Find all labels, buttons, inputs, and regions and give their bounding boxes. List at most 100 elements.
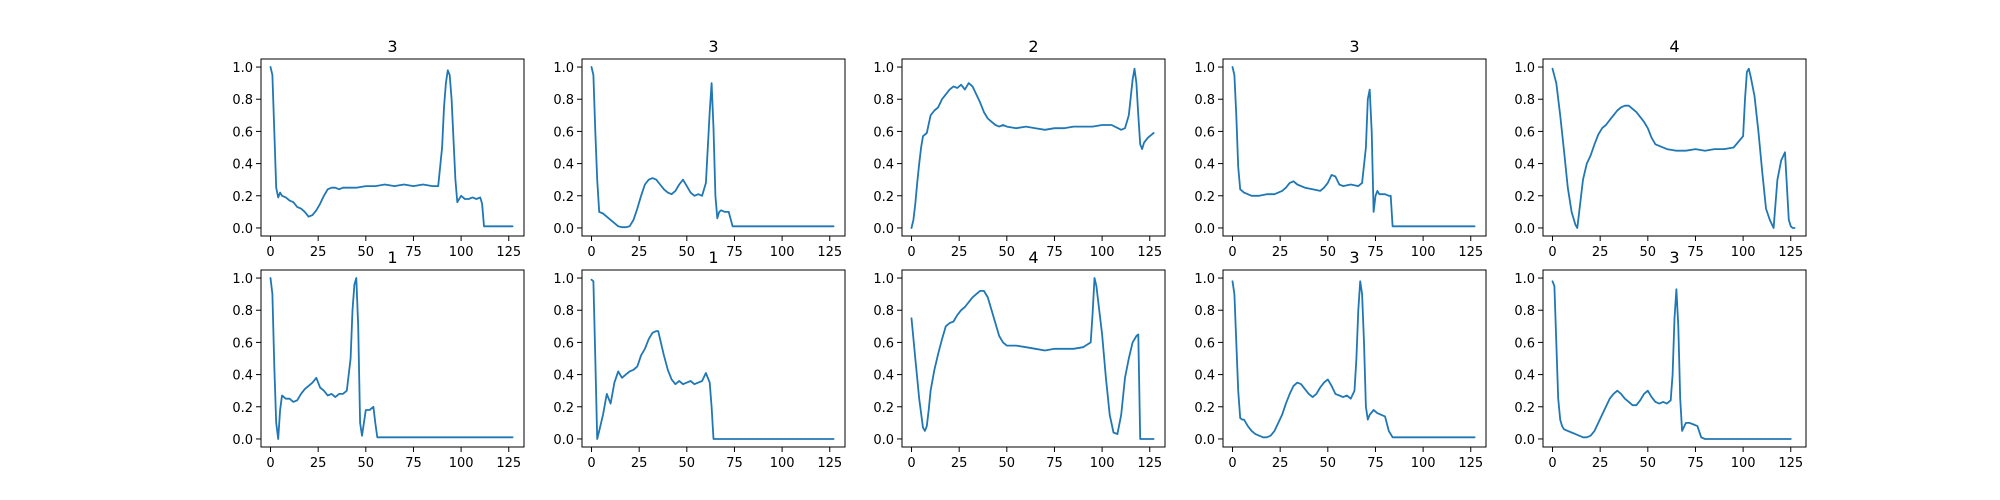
x-tick-label: 25 — [1592, 456, 1609, 471]
y-tick-label: 0.4 — [1194, 369, 1215, 384]
panel-title: 3 — [1349, 37, 1359, 56]
axes-frame — [1222, 58, 1487, 237]
x-tick-label: 25 — [631, 456, 648, 471]
y-tick-label: 0.0 — [232, 433, 253, 448]
y-tick-label: 0.4 — [1514, 369, 1535, 384]
y-tick-label: 1.0 — [873, 61, 894, 76]
series-line — [1231, 280, 1476, 439]
y-tick-label: 0.6 — [232, 125, 253, 140]
x-tick-label: 100 — [1411, 456, 1436, 471]
x-tick-label: 100 — [1090, 245, 1115, 260]
axes-frame — [901, 269, 1166, 448]
y-tick-label: 0.2 — [1194, 190, 1215, 205]
y-tick-label: 0.4 — [873, 158, 894, 173]
x-tick-label: 75 — [726, 245, 743, 260]
y-tick-label: 0.0 — [1194, 433, 1215, 448]
x-tick-label: 50 — [999, 245, 1016, 260]
x-tick-label: 25 — [1272, 245, 1289, 260]
x-tick-label: 125 — [1778, 245, 1803, 260]
x-tick-label: 125 — [1778, 456, 1803, 471]
x-tick-label: 125 — [496, 245, 521, 260]
x-tick-label: 0 — [907, 245, 915, 260]
x-tick-label: 100 — [770, 456, 795, 471]
y-tick-label: 0.0 — [1514, 433, 1535, 448]
x-tick-label: 125 — [1137, 245, 1162, 260]
x-tick-label: 100 — [449, 456, 474, 471]
series-line — [269, 277, 514, 440]
y-tick-label: 0.6 — [553, 336, 574, 351]
x-tick-label: 50 — [679, 456, 696, 471]
x-tick-label: 25 — [1592, 245, 1609, 260]
x-tick-label: 75 — [1367, 245, 1384, 260]
y-tick-label: 0.0 — [873, 433, 894, 448]
y-tick-label: 1.0 — [1514, 272, 1535, 287]
x-tick-label: 50 — [999, 456, 1016, 471]
y-tick-label: 0.8 — [1194, 304, 1215, 319]
y-tick-label: 0.2 — [232, 401, 253, 416]
y-tick-label: 0.2 — [873, 401, 894, 416]
y-tick-label: 0.6 — [873, 336, 894, 351]
x-tick-label: 25 — [310, 245, 327, 260]
panel-title: 3 — [387, 37, 397, 56]
y-tick-label: 1.0 — [873, 272, 894, 287]
x-tick-label: 25 — [631, 245, 648, 260]
y-tick-label: 1.0 — [232, 61, 253, 76]
series-line — [910, 277, 1155, 440]
x-tick-label: 25 — [310, 456, 327, 471]
y-tick-label: 1.0 — [232, 272, 253, 287]
x-tick-label: 125 — [817, 456, 842, 471]
x-tick-label: 25 — [951, 456, 968, 471]
chart-panel-6: 0 25 50 75 100 125 0.0 0.2 0.4 0.6 0.8 1.0 1 — [232, 248, 525, 471]
y-tick-label: 0.8 — [1194, 93, 1215, 108]
y-tick-label: 0.2 — [1194, 401, 1215, 416]
y-tick-label: 0.0 — [553, 433, 574, 448]
axes-frame — [581, 58, 846, 237]
y-tick-label: 0.2 — [553, 190, 574, 205]
y-tick-label: 0.6 — [232, 336, 253, 351]
y-tick-label: 0.4 — [553, 158, 574, 173]
y-tick-label: 0.6 — [1194, 336, 1215, 351]
x-tick-label: 0 — [587, 456, 595, 471]
x-tick-label: 75 — [1687, 245, 1704, 260]
series-line — [590, 278, 835, 440]
chart-panel-5: 0 25 50 75 100 125 0.0 0.2 0.4 0.6 0.8 1.0 4 — [1514, 37, 1807, 260]
x-tick-label: 50 — [1320, 456, 1337, 471]
chart-panel-1: 0 25 50 75 100 125 0.0 0.2 0.4 0.6 0.8 1.0 3 — [232, 37, 525, 260]
y-tick-label: 0.6 — [553, 125, 574, 140]
x-tick-label: 50 — [1640, 456, 1657, 471]
axes-frame — [1542, 269, 1807, 448]
y-tick-label: 0.0 — [553, 222, 574, 237]
y-tick-label: 0.8 — [232, 93, 253, 108]
y-tick-label: 0.4 — [873, 369, 894, 384]
x-tick-label: 50 — [1320, 245, 1337, 260]
series-line — [1551, 280, 1792, 440]
y-tick-label: 0.2 — [232, 190, 253, 205]
x-tick-label: 125 — [1458, 245, 1483, 260]
y-tick-label: 1.0 — [553, 272, 574, 287]
y-tick-label: 0.2 — [1514, 401, 1535, 416]
x-tick-label: 100 — [1731, 245, 1756, 260]
panel-title: 1 — [387, 248, 397, 267]
panel-title: 1 — [708, 248, 718, 267]
series-line — [1551, 67, 1796, 229]
axes-frame — [260, 269, 525, 448]
y-tick-label: 0.8 — [1514, 304, 1535, 319]
x-tick-label: 75 — [726, 456, 743, 471]
x-tick-label: 125 — [1137, 456, 1162, 471]
y-tick-label: 0.8 — [1514, 93, 1535, 108]
y-tick-label: 1.0 — [1194, 272, 1215, 287]
series-line — [269, 66, 514, 228]
panel-title: 3 — [1669, 248, 1679, 267]
y-tick-label: 1.0 — [1194, 61, 1215, 76]
y-tick-label: 0.8 — [873, 304, 894, 319]
x-tick-label: 0 — [1228, 456, 1236, 471]
y-tick-label: 0.6 — [1514, 125, 1535, 140]
x-tick-label: 50 — [679, 245, 696, 260]
y-tick-label: 0.0 — [1194, 222, 1215, 237]
x-tick-label: 125 — [496, 456, 521, 471]
chart-panel-4: 0 25 50 75 100 125 0.0 0.2 0.4 0.6 0.8 1.0 3 — [1194, 37, 1487, 260]
y-tick-label: 0.6 — [1194, 125, 1215, 140]
series-line — [1231, 66, 1476, 228]
y-tick-label: 0.8 — [553, 93, 574, 108]
